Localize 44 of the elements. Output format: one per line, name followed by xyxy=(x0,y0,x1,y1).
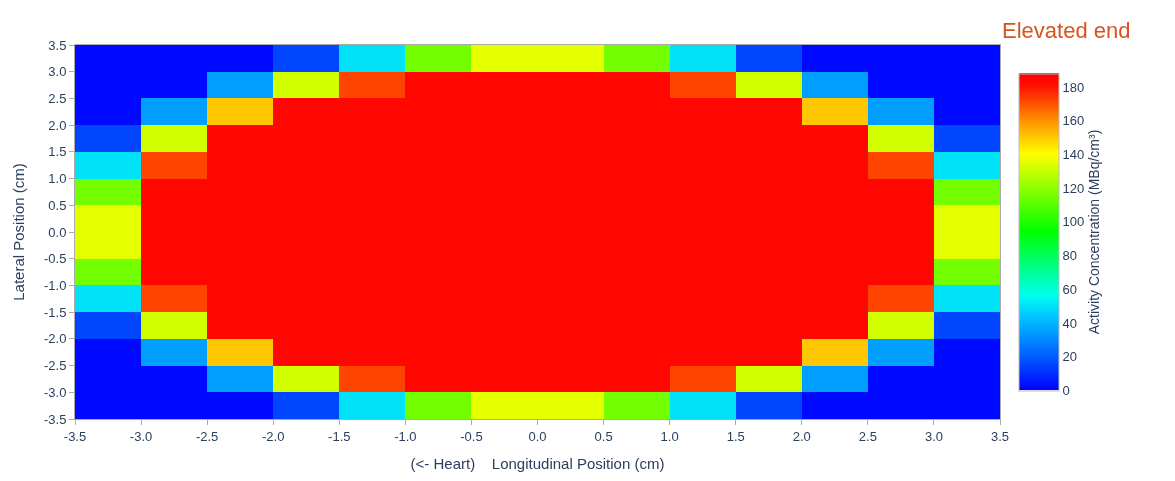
x-tick-label: 2.0 xyxy=(792,428,811,444)
x-tick-label: 3.5 xyxy=(990,428,1010,444)
color-bar-title: Activity Concentration (MBq/cm³) xyxy=(1086,129,1103,335)
y-tick-label: -1.5 xyxy=(43,304,67,320)
x-tick-label: -3.0 xyxy=(129,428,153,444)
color-bar-label: 120 xyxy=(1062,180,1085,196)
color-bar-label: 140 xyxy=(1062,146,1085,162)
y-tick-label: -2.5 xyxy=(43,358,67,374)
y-tick-label: 2.0 xyxy=(48,117,67,133)
x-tick-label: 0.5 xyxy=(594,428,613,444)
x-axis-title: (<- Heart) Longitudinal Position (cm) xyxy=(410,454,665,472)
y-tick-label: -1.0 xyxy=(43,277,67,293)
x-tick-label: -1.0 xyxy=(394,428,417,444)
y-tick-label: -0.5 xyxy=(43,251,67,267)
x-tick-label: 0.0 xyxy=(528,428,547,444)
y-tick-label: 3.0 xyxy=(48,64,67,80)
color-bar-label: 180 xyxy=(1062,79,1085,95)
x-tick-label: -2.0 xyxy=(262,428,285,444)
y-tick-label: -2.0 xyxy=(43,331,67,347)
y-tick-label: -3.5 xyxy=(43,411,67,427)
x-tick-label: 2.5 xyxy=(858,428,877,444)
x-tick-label: 1.0 xyxy=(660,428,679,444)
color-bar-label: 100 xyxy=(1062,214,1085,230)
y-tick-label: 1.5 xyxy=(48,144,67,160)
text: Elevated end xyxy=(1002,18,1131,43)
x-tick-label: -0.5 xyxy=(460,428,483,444)
x-tick-label: -2.5 xyxy=(195,428,219,444)
y-tick-label: -3.0 xyxy=(43,384,67,400)
x-tick-label: 3.0 xyxy=(924,428,943,444)
y-tick-label: 2.5 xyxy=(48,90,67,106)
y-tick-label: 0.5 xyxy=(48,197,67,213)
x-tick-label: -3.5 xyxy=(63,428,87,444)
x-tick-label: 1.5 xyxy=(726,428,745,444)
color-bar-label: 40 xyxy=(1062,315,1078,331)
x-tick-label: -1.5 xyxy=(328,428,351,444)
y-tick-label: 1.0 xyxy=(48,171,67,187)
color-bar-label: 160 xyxy=(1062,113,1085,129)
color-bar-label: 80 xyxy=(1062,248,1078,264)
color-bar-label: 0 xyxy=(1062,383,1070,399)
color-bar-label: 60 xyxy=(1062,281,1078,297)
y-tick-label: 0.0 xyxy=(48,224,67,240)
color-bar-label: 20 xyxy=(1062,349,1078,365)
y-axis-title: Lateral Position (cm) xyxy=(10,163,28,301)
y-tick-label: 3.5 xyxy=(48,37,67,53)
